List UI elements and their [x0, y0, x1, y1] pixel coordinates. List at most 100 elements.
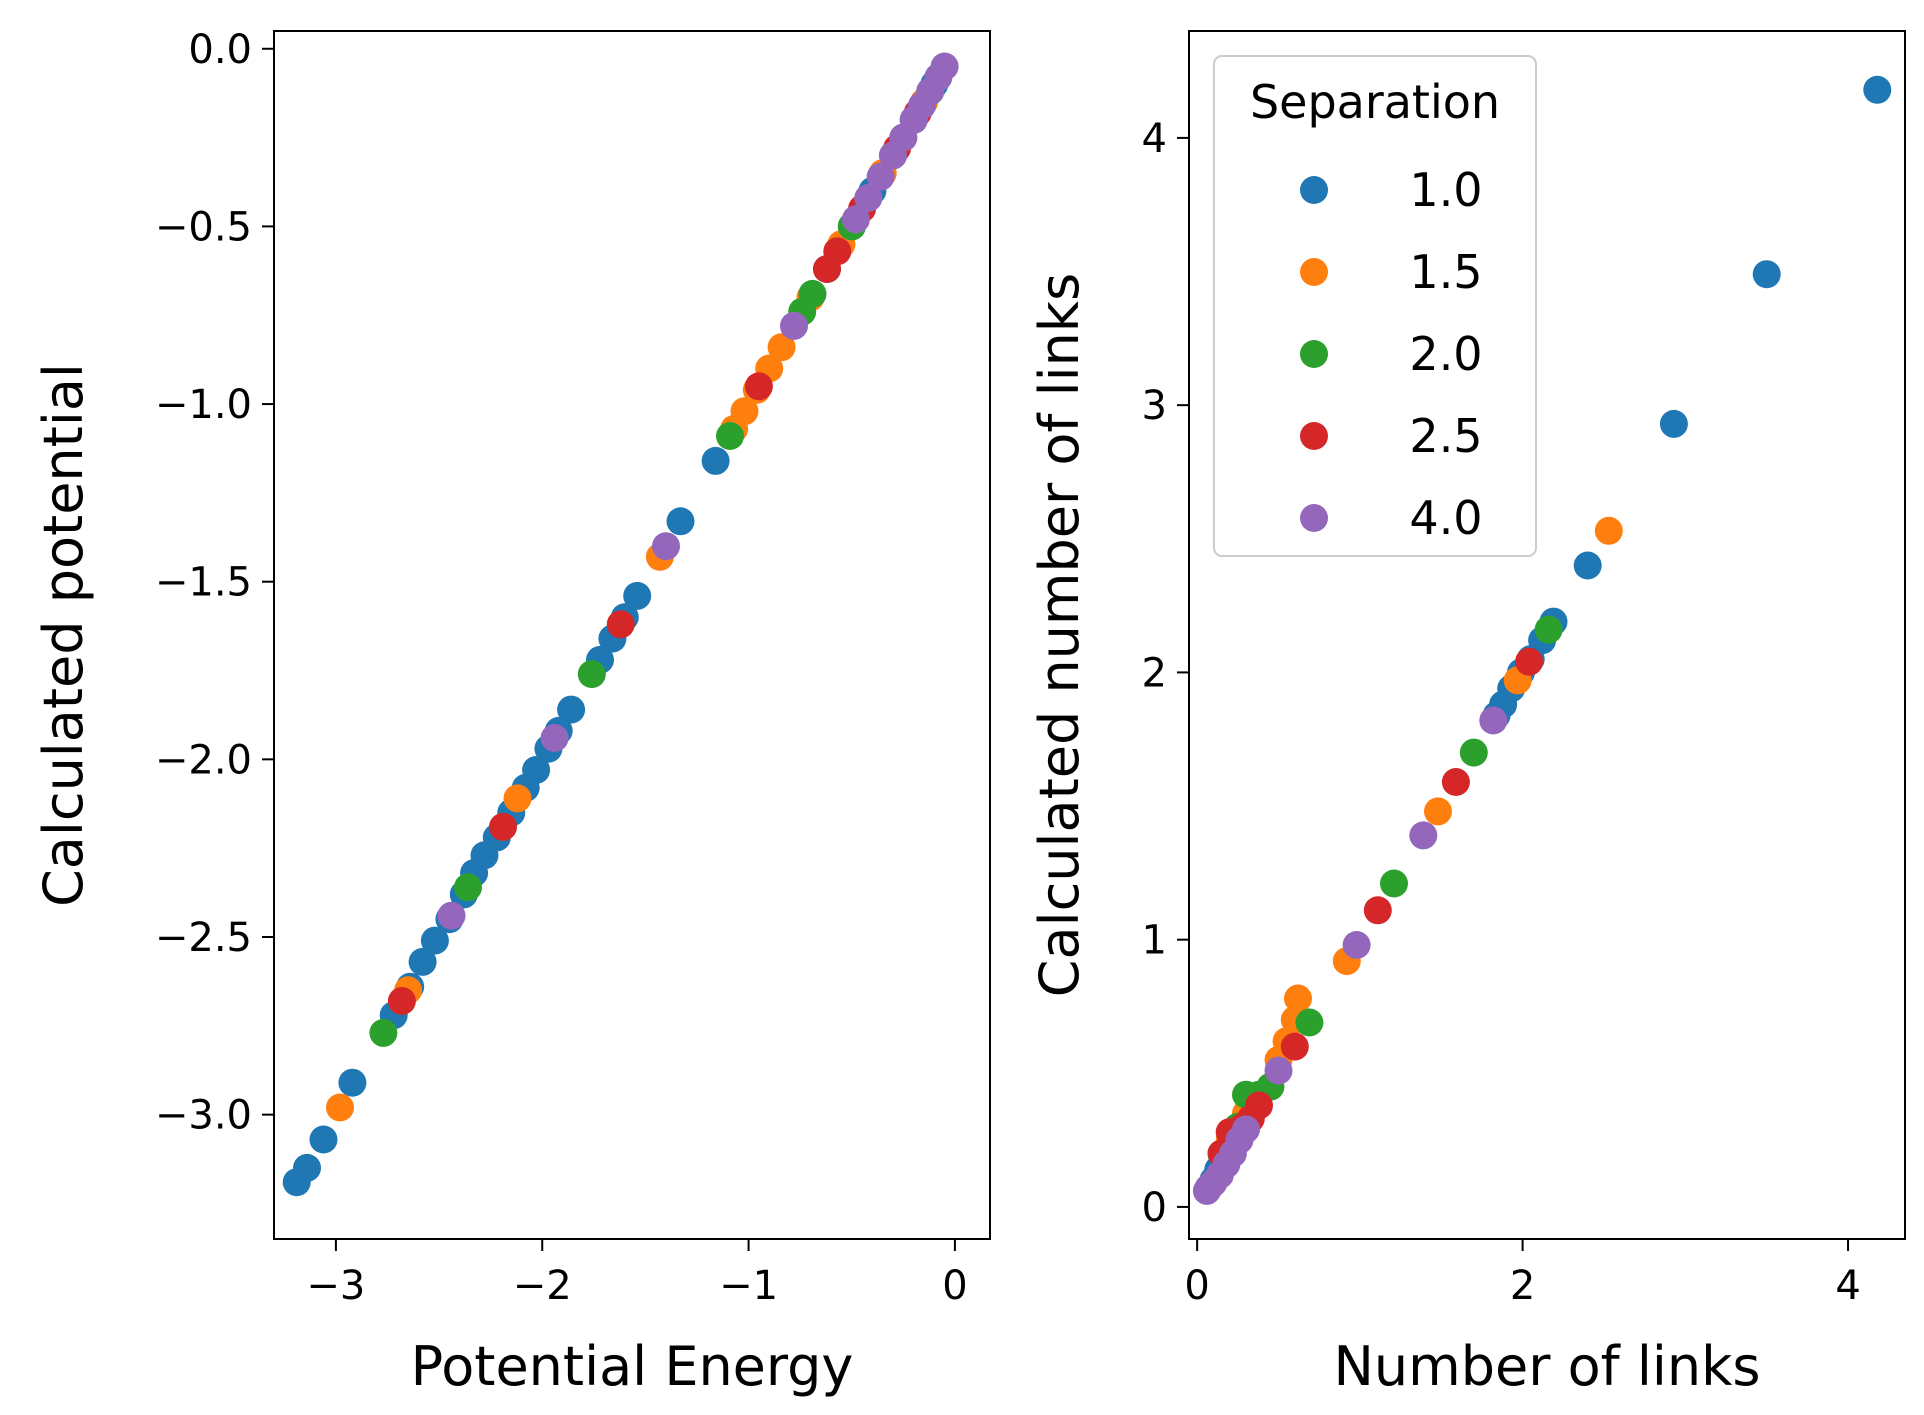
number-of-links-point-sep-1-0-3 [1573, 551, 1602, 580]
number-of-links-axes-frame [1188, 30, 1906, 1240]
potential-energy-point-sep-1-0-22 [623, 581, 652, 610]
potential-energy-point-sep-2-0-2 [577, 660, 606, 689]
number-of-links-point-sep-4-0-11 [1192, 1176, 1221, 1205]
potential-energy-point-sep-1-0-23 [666, 507, 695, 536]
number-of-links-point-sep-1-5-2 [1424, 797, 1452, 826]
number-of-links-point-sep-4-0-0 [1479, 706, 1508, 735]
number-of-links-panel: 0 2 4 0 1 2 3 4 Number of links Calculated num… [1028, 30, 1906, 1398]
potential-energy-point-sep-1-0-2 [309, 1125, 338, 1154]
legend-marker-4-0 [1300, 504, 1328, 532]
number-of-links-point-sep-4-0-2 [1342, 931, 1371, 959]
number-of-links-y-tick-label: 3 [1142, 383, 1167, 429]
potential-energy-point-sep-2-5-1 [489, 812, 517, 841]
potential-energy-y-tick-label: −0.5 [155, 204, 252, 250]
legend-label-4-0: 4.0 [1409, 491, 1482, 545]
potential-energy-panel: −3 −2 −1 0 0.0 −0.5 −1.0 −1.5 −2.0 −2.5 −3.0 Pote… [32, 27, 991, 1398]
number-of-links-y-ticks: 0 1 2 3 4 [1142, 116, 1189, 1231]
potential-energy-point-sep-1-0-18 [557, 695, 586, 724]
potential-energy-x-tick-label: −1 [719, 1263, 778, 1309]
number-of-links-y-axis-label: Calculated number of links [1028, 273, 1091, 997]
potential-energy-y-tick-label: −2.5 [155, 915, 252, 961]
number-of-links-y-tick-label: 0 [1142, 1185, 1167, 1231]
number-of-links-point-sep-2-5-2 [1363, 896, 1392, 925]
potential-energy-x-tick-label: 0 [942, 1263, 967, 1309]
potential-energy-point-sep-1-0-3 [338, 1068, 367, 1097]
potential-energy-point-sep-2-0-5 [798, 279, 827, 308]
number-of-links-point-sep-2-0-2 [1380, 869, 1408, 898]
number-of-links-point-sep-2-0-0 [1534, 615, 1563, 644]
potential-energy-y-ticks: 0.0 −0.5 −1.0 −1.5 −2.0 −2.5 −3.0 [155, 27, 274, 1139]
potential-energy-point-sep-2-5-0 [387, 987, 416, 1015]
potential-energy-point-sep-4-0-1 [540, 724, 569, 752]
potential-energy-point-sep-2-0-0 [369, 1018, 398, 1047]
number-of-links-point-sep-1-0-2 [1659, 409, 1688, 438]
potential-energy-y-tick-label: −2.0 [155, 737, 252, 783]
number-of-links-x-ticks: 0 2 4 [1184, 1239, 1861, 1309]
potential-energy-x-ticks: −3 −2 −1 0 [306, 1239, 968, 1309]
potential-energy-point-sep-1-5-0 [326, 1093, 354, 1122]
legend-box [1213, 55, 1537, 557]
potential-energy-point-sep-1-0-6 [408, 947, 437, 976]
potential-energy-x-tick-label: −2 [513, 1263, 572, 1309]
potential-energy-point-sep-1-0-24 [701, 446, 730, 475]
potential-energy-y-tick-label: −1.5 [155, 560, 252, 606]
potential-energy-point-sep-2-5-3 [744, 372, 773, 401]
legend-label-2-5: 2.5 [1409, 409, 1482, 463]
potential-energy-x-tick-label: −3 [306, 1263, 365, 1309]
potential-energy-point-sep-4-0-0 [437, 901, 466, 930]
potential-energy-y-axis-label: Calculated potential [32, 363, 95, 907]
potential-energy-y-tick-label: −1.0 [155, 382, 252, 428]
legend-marker-1-5 [1300, 258, 1328, 286]
number-of-links-point-sep-2-5-3 [1280, 1032, 1309, 1061]
number-of-links-point-sep-2-0-1 [1459, 738, 1488, 767]
number-of-links-y-tick-label: 1 [1142, 918, 1167, 964]
number-of-links-points [1192, 75, 1892, 1205]
potential-energy-point-sep-4-0-5 [854, 184, 883, 212]
number-of-links-y-tick-label: 2 [1142, 650, 1167, 696]
legend-label-1-0: 1.0 [1409, 163, 1482, 217]
potential-energy-point-sep-2-0-3 [716, 422, 744, 450]
potential-energy-point-sep-2-5-5 [823, 237, 852, 266]
potential-energy-x-axis-label: Potential Energy [411, 1335, 854, 1398]
number-of-links-x-axis-label: Number of links [1334, 1335, 1761, 1398]
potential-energy-point-sep-4-0-13 [930, 52, 959, 81]
potential-energy-point-sep-4-0-2 [652, 532, 680, 561]
potential-energy-point-sep-1-0-7 [420, 926, 449, 955]
number-of-links-point-sep-1-0-0 [1863, 75, 1892, 104]
legend-marker-2-5 [1300, 422, 1328, 450]
potential-energy-point-sep-2-5-2 [606, 610, 635, 639]
separation-legend: Separation 1.0 1.5 2.0 2.5 4.0 [1213, 55, 1537, 557]
number-of-links-point-sep-4-0-3 [1264, 1056, 1293, 1085]
number-of-links-point-sep-2-0-3 [1295, 1008, 1324, 1037]
number-of-links-x-tick-label: 4 [1835, 1263, 1860, 1309]
potential-energy-point-sep-1-5-8 [767, 333, 796, 362]
potential-energy-y-tick-label: −3.0 [155, 1093, 252, 1139]
number-of-links-x-tick-label: 0 [1184, 1263, 1209, 1309]
potential-energy-point-sep-2-0-1 [454, 873, 482, 902]
number-of-links-point-sep-1-5-0 [1594, 516, 1623, 545]
potential-energy-axes-frame [273, 30, 991, 1240]
number-of-links-point-sep-1-5-4 [1284, 984, 1312, 1013]
number-of-links-point-sep-1-0-1 [1752, 260, 1781, 289]
potential-energy-point-sep-1-5-2 [503, 784, 532, 813]
number-of-links-point-sep-4-0-1 [1409, 821, 1438, 850]
number-of-links-point-sep-2-5-1 [1441, 768, 1470, 796]
potential-energy-points [282, 52, 959, 1197]
number-of-links-y-tick-label: 4 [1142, 116, 1167, 162]
legend-marker-1-0 [1300, 176, 1328, 204]
potential-energy-point-sep-1-0-15 [522, 756, 551, 784]
legend-label-2-0: 2.0 [1409, 327, 1482, 381]
potential-energy-point-sep-1-0-1 [293, 1153, 321, 1182]
legend-title: Separation [1250, 75, 1500, 129]
legend-marker-2-0 [1300, 340, 1328, 368]
number-of-links-x-tick-label: 2 [1510, 1263, 1535, 1309]
legend-label-1-5: 1.5 [1409, 245, 1482, 299]
potential-energy-point-sep-4-0-6 [866, 162, 895, 191]
potential-energy-point-sep-4-0-3 [780, 311, 808, 340]
potential-energy-point-sep-4-0-4 [841, 205, 870, 234]
legend-entries: 1.0 1.5 2.0 2.5 4.0 [1300, 163, 1483, 545]
potential-energy-y-tick-label: 0.0 [188, 27, 252, 73]
potential-energy-point-sep-1-5-5 [730, 397, 759, 426]
number-of-links-point-sep-2-5-0 [1515, 647, 1544, 676]
